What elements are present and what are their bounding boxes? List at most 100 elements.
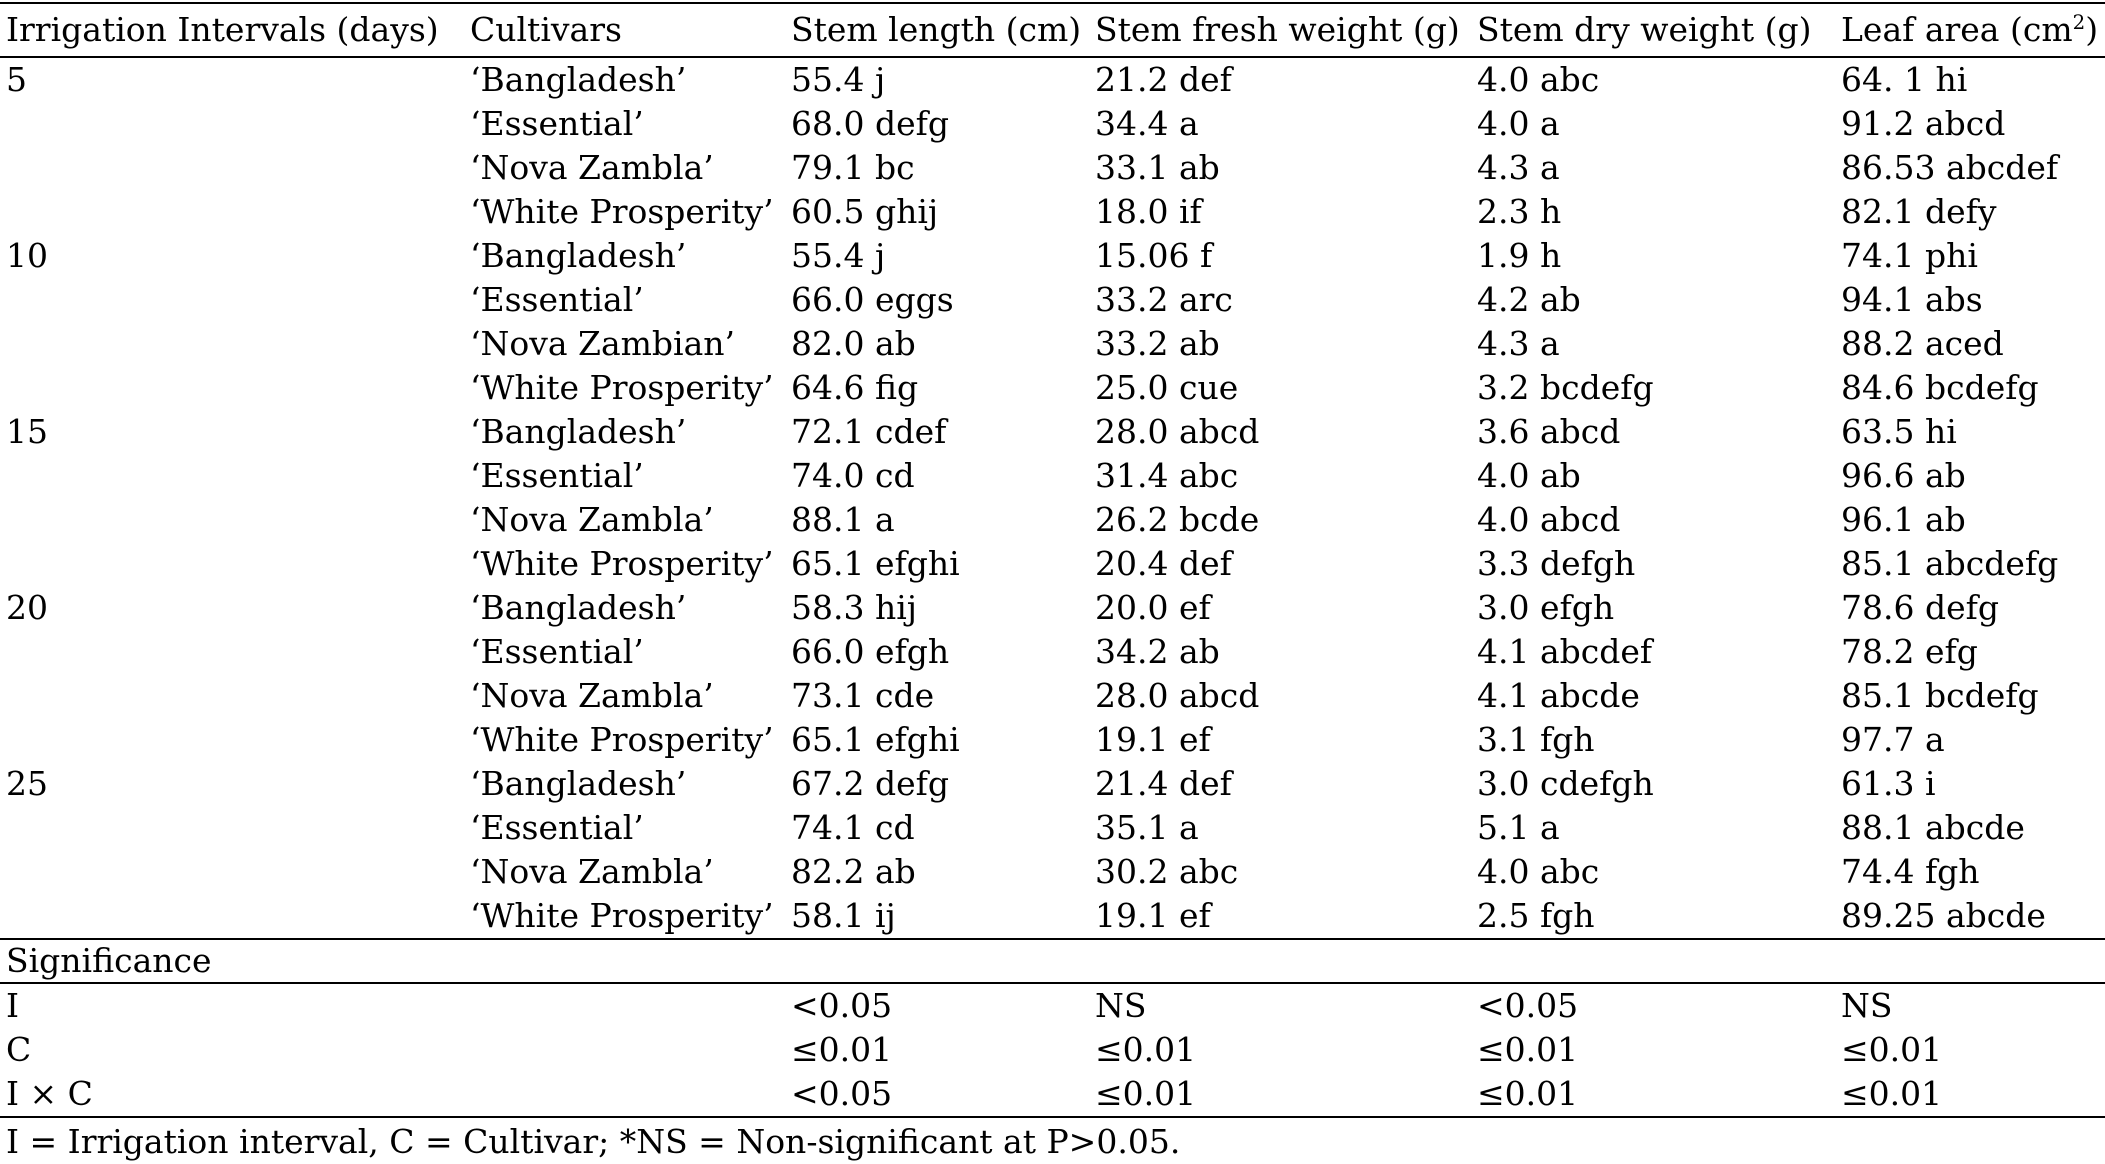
header-cultivar: Cultivars: [464, 2, 785, 58]
cell-cultivar: ‘White Prosperity’: [470, 192, 774, 231]
cell-stem-length: 64.6 fig: [791, 368, 919, 407]
sig-dry-weight: ≤0.01: [1471, 1072, 1835, 1118]
cell-cultivar: ‘Essential’: [470, 280, 644, 319]
cell-interval: [0, 102, 464, 146]
cell-dry-weight: 1.9 h: [1477, 236, 1562, 275]
table-row: ‘Essential’ 74.1 cd 35.1 a 5.1 a 88.1 abcde: [0, 806, 2105, 850]
cell-fresh-weight: 28.0 abcd: [1095, 676, 1260, 715]
cell-dry-weight: 3.0 cdefgh: [1477, 764, 1654, 803]
cell-cultivar: ‘Essential’: [470, 632, 644, 671]
sig-factor: C: [6, 1030, 32, 1069]
sig-fresh-weight: ≤0.01: [1095, 1030, 1197, 1069]
sig-stem-length: ≤0.01: [791, 1030, 893, 1069]
table-row: 25 ‘Bangladesh’ 67.2 defg 21.4 def 3.0 cdefg…: [0, 762, 2105, 806]
cell-cultivar: ‘Essential’: [470, 104, 644, 143]
cell-leaf-area: 78.2 efg: [1841, 632, 1978, 671]
cell-fresh-weight: 30.2 abc: [1095, 852, 1239, 891]
table-row: ‘Essential’ 66.0 eggs 33.2 arc 4.2 ab 94.1 a…: [0, 278, 2105, 322]
cell-fresh-weight: 33.2 ab: [1095, 324, 1220, 363]
cell-fresh-weight: 20.4 def: [1095, 544, 1232, 583]
cell-interval: [0, 278, 464, 322]
cell-interval: [0, 630, 464, 674]
cell-interval: 15: [6, 412, 48, 451]
cell-dry-weight: 2.3 h: [1477, 192, 1562, 231]
table-row: ‘Nova Zambla’ 88.1 a 26.2 bcde 4.0 abcd 96.1…: [0, 498, 2105, 542]
cell-cultivar: ‘White Prosperity’: [470, 720, 774, 759]
cell-cultivar: ‘Bangladesh’: [470, 588, 687, 627]
cell-stem-length: 79.1 bc: [791, 148, 915, 187]
cell-fresh-weight: 18.0 if: [1095, 192, 1202, 231]
cell-fresh-weight: 15.06 f: [1095, 236, 1213, 275]
cell-leaf-area: 63.5 hi: [1841, 412, 1957, 451]
cell-stem-length: 82.2 ab: [791, 852, 916, 891]
cell-interval: [0, 366, 464, 410]
cell-dry-weight: 4.1 abcde: [1477, 676, 1640, 715]
cell-cultivar: ‘White Prosperity’: [470, 544, 774, 583]
table-row: 10 ‘Bangladesh’ 55.4 j 15.06 f 1.9 h 74.1 phi: [0, 234, 2105, 278]
cell-fresh-weight: 34.2 ab: [1095, 632, 1220, 671]
cell-stem-length: 55.4 j: [791, 236, 886, 275]
cell-cultivar: ‘Nova Zambian’: [470, 324, 736, 363]
sig-factor: I × C: [0, 1072, 464, 1118]
cell-cultivar: ‘White Prosperity’: [470, 896, 774, 935]
cell-dry-weight: 4.3 a: [1477, 324, 1560, 363]
cell-dry-weight: 4.2 ab: [1477, 280, 1581, 319]
sig-stem-length: <0.05: [791, 986, 893, 1025]
cell-stem-length: 66.0 eggs: [791, 280, 954, 319]
cell-dry-weight: 4.3 a: [1477, 148, 1560, 187]
sig-fresh-weight: ≤0.01: [1089, 1072, 1471, 1118]
table-row: ‘White Prosperity’ 65.1 efghi 20.4 def 3.3 …: [0, 542, 2105, 586]
table-header: Irrigation Intervals (days) Cultivars St…: [0, 2, 2105, 58]
cell-interval: [0, 498, 464, 542]
cell-fresh-weight: 26.2 bcde: [1095, 500, 1260, 539]
cell-fresh-weight: 35.1 a: [1095, 808, 1199, 847]
cell-cultivar: ‘Essential’: [470, 456, 644, 495]
footnote: I = Irrigation interval, C = Cultivar; *…: [6, 1122, 1181, 1161]
cell-stem-length: 60.5 ghij: [791, 192, 939, 231]
cell-leaf-area: 84.6 bcdefg: [1841, 368, 2039, 407]
cell-leaf-area: 88.2 aced: [1841, 324, 2004, 363]
cell-interval: [0, 674, 464, 718]
header-row: Irrigation Intervals (days) Cultivars St…: [0, 2, 2105, 58]
cell-fresh-weight: 19.1 ef: [1095, 896, 1211, 935]
table-row: ‘Essential’ 74.0 cd 31.4 abc 4.0 ab 96.6 ab: [0, 454, 2105, 498]
cell-interval: [0, 322, 464, 366]
leaf-area-label: Leaf area (cm: [1841, 10, 2073, 49]
leaf-area-close: ): [2085, 10, 2099, 49]
table-row: 15 ‘Bangladesh’ 72.1 cdef 28.0 abcd 3.6 abcd…: [0, 410, 2105, 454]
sig-dry-weight: <0.05: [1477, 986, 1579, 1025]
cell-leaf-area: 88.1 abcde: [1841, 808, 2025, 847]
cell-fresh-weight: 19.1 ef: [1095, 720, 1211, 759]
cell-leaf-area: 64. 1 hi: [1841, 60, 1968, 99]
cell-stem-length: 88.1 a: [791, 500, 895, 539]
significance-row: C ≤0.01 ≤0.01 ≤0.01 ≤0.01: [0, 1028, 2105, 1072]
sig-factor: I: [6, 986, 20, 1025]
cell-dry-weight: 4.0 ab: [1477, 456, 1581, 495]
cell-leaf-area: 96.1 ab: [1841, 500, 1966, 539]
significance-row: I <0.05 NS <0.05 NS: [0, 983, 2105, 1028]
footnote-section: I = Irrigation interval, C = Cultivar; *…: [0, 1117, 2105, 1164]
cell-stem-length: 72.1 cdef: [791, 412, 947, 451]
cell-fresh-weight: 34.4 a: [1095, 104, 1199, 143]
cell-cultivar: ‘White Prosperity’: [470, 368, 774, 407]
cell-leaf-area: 74.1 phi: [1841, 236, 1978, 275]
cell-dry-weight: 3.3 defgh: [1477, 544, 1636, 583]
cell-interval: [0, 806, 464, 850]
cell-dry-weight: 4.0 abcd: [1477, 500, 1621, 539]
significance-row: I × C <0.05 ≤0.01 ≤0.01 ≤0.01: [0, 1072, 2105, 1118]
table-row: ‘Essential’ 66.0 efgh 34.2 ab 4.1 abcdef 78.…: [0, 630, 2105, 674]
table-row: 5 ‘Bangladesh’ 55.4 j 21.2 def 4.0 abc 64. 1 …: [0, 57, 2105, 102]
cell-cultivar: ‘Nova Zambla’: [470, 852, 714, 891]
cell-stem-length: 68.0 defg: [791, 104, 949, 143]
cell-stem-length: 55.4 j: [791, 60, 886, 99]
header-dry-weight: Stem dry weight (g): [1471, 2, 1835, 58]
header-interval: Irrigation Intervals (days): [0, 2, 464, 58]
table-row: ‘White Prosperity’ 58.1 ij 19.1 ef 2.5 fgh 8…: [0, 894, 2105, 939]
cell-interval: 10: [6, 236, 48, 275]
header-fresh-weight: Stem fresh weight (g): [1089, 2, 1471, 58]
cell-leaf-area: 91.2 abcd: [1841, 104, 2006, 143]
sig-empty: [464, 983, 785, 1028]
cell-leaf-area: 82.1 defy: [1841, 192, 1997, 231]
